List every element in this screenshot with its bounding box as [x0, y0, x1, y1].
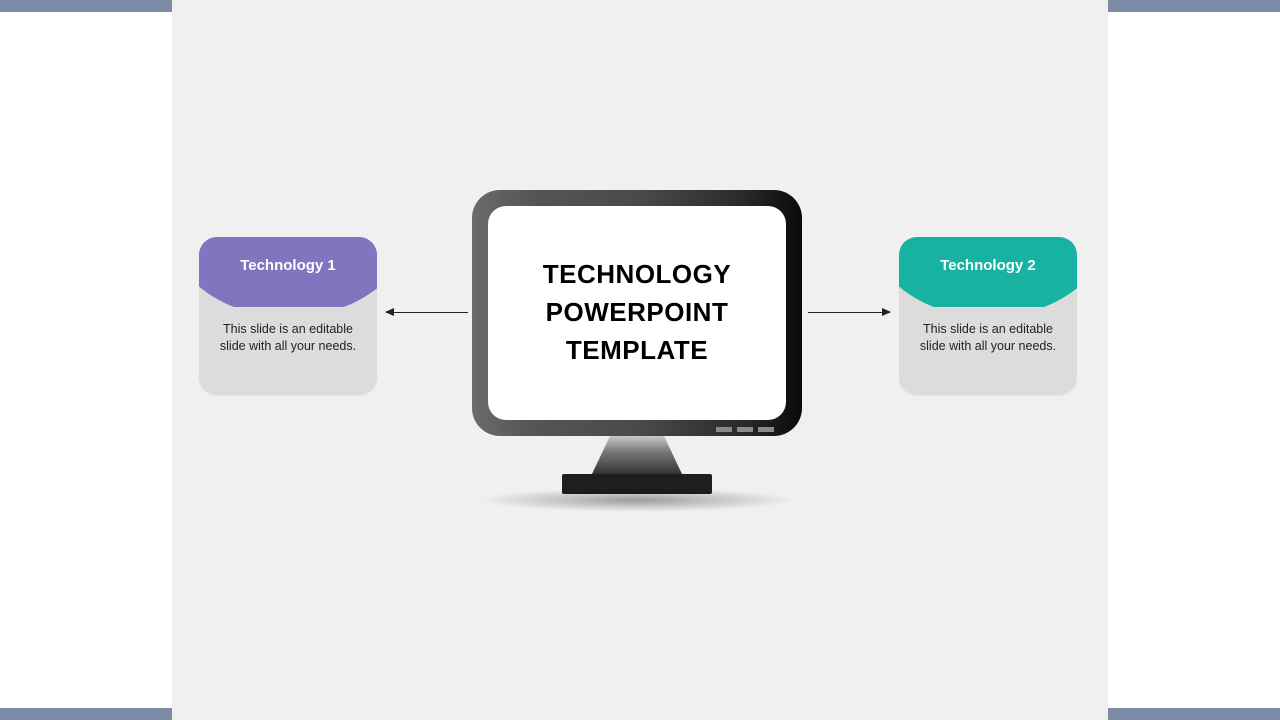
card-header-left: Technology 1: [199, 237, 377, 307]
card-body-left: This slide is an editable slide with all…: [199, 307, 377, 355]
accent-bar-bottom-left: [0, 708, 172, 720]
monitor-screen: TECHNOLOGY POWERPOINT TEMPLATE: [488, 206, 786, 420]
card-body-right: This slide is an editable slide with all…: [899, 307, 1077, 355]
monitor-buttons: [716, 427, 774, 432]
monitor-shadow: [477, 488, 797, 512]
accent-bar-top-right: [1108, 0, 1280, 12]
card-title-right: Technology 2: [899, 237, 1077, 274]
monitor-graphic: TECHNOLOGY POWERPOINT TEMPLATE: [472, 190, 802, 520]
arrow-right: [808, 312, 890, 313]
card-title-left: Technology 1: [199, 237, 377, 274]
monitor-neck: [592, 436, 682, 474]
monitor-button-icon: [758, 427, 774, 432]
accent-bar-bottom-right: [1108, 708, 1280, 720]
title-line-3: TEMPLATE: [566, 335, 708, 365]
monitor-frame: TECHNOLOGY POWERPOINT TEMPLATE: [472, 190, 802, 436]
monitor-button-icon: [716, 427, 732, 432]
monitor-button-icon: [737, 427, 753, 432]
title-line-2: POWERPOINT: [546, 297, 729, 327]
title-line-1: TECHNOLOGY: [543, 259, 731, 289]
arrow-left: [386, 312, 468, 313]
accent-bar-top-left: [0, 0, 172, 12]
card-technology-1: Technology 1 This slide is an editable s…: [199, 237, 377, 395]
monitor-title: TECHNOLOGY POWERPOINT TEMPLATE: [533, 256, 741, 369]
card-technology-2: Technology 2 This slide is an editable s…: [899, 237, 1077, 395]
card-header-right: Technology 2: [899, 237, 1077, 307]
slide-canvas: Technology 1 This slide is an editable s…: [172, 0, 1108, 720]
